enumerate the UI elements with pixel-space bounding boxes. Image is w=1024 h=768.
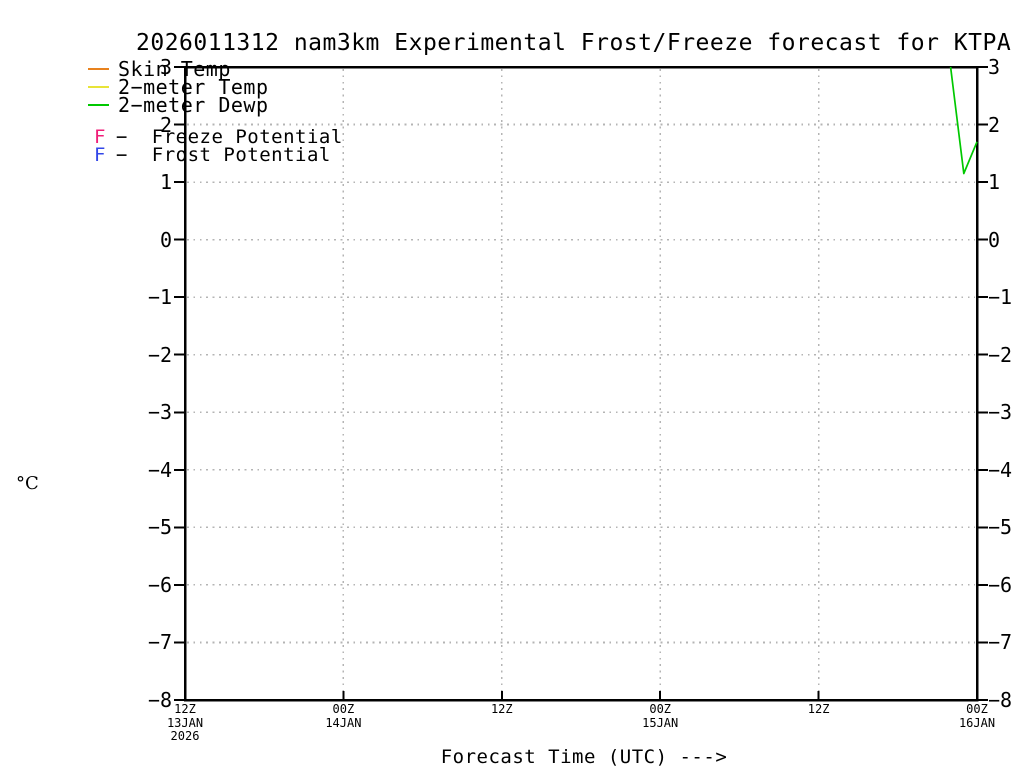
y-tick-label-left: −3 [147, 400, 172, 425]
legend-line-swatch [88, 86, 109, 88]
potential-letter: F [94, 126, 106, 148]
legend-line-series: Skin Temp 2−meter Temp 2−meter Dewp [88, 57, 269, 117]
y-tick-label-left: 3 [159, 55, 172, 79]
x-tick-label-line: 12Z [174, 702, 196, 716]
potential-label: − Freeze Potential [115, 126, 343, 148]
x-axis-title: Forecast Time (UTC) ---> [440, 746, 728, 768]
y-axis-unit-label: °C [16, 473, 39, 494]
y-tick-label-right: 1 [988, 170, 1001, 195]
y-tick-label-left: 2 [159, 112, 172, 137]
legend-line-swatch [88, 104, 109, 106]
legend-item-label: 2−meter Temp [118, 75, 269, 99]
potential-letter: F [94, 144, 106, 166]
y-tick-label-right: −2 [988, 342, 1013, 367]
y-tick-label-left: 1 [159, 170, 172, 195]
legend-potentials: F − Freeze Potential F − Frost Potential [94, 126, 343, 166]
x-tick-label-line: 00Z [649, 702, 672, 716]
y-tick-label-left: −2 [147, 342, 172, 367]
x-tick-label-line: 13JAN [166, 715, 204, 730]
legend-potential-item: F − Frost Potential [94, 144, 343, 166]
legend-item-label: 2−meter Dewp [118, 93, 269, 117]
x-tick-label: 12Z [774, 702, 864, 717]
y-tick-label-right: −7 [988, 630, 1013, 655]
legend-line-swatch [88, 68, 109, 70]
potential-label: − Frost Potential [115, 144, 331, 166]
x-tick-label-line: 00Z [332, 702, 355, 716]
x-tick-label: 00Z 15JAN [615, 702, 705, 730]
legend-item: 2−meter Temp [88, 75, 269, 99]
chart-title: 2026011312 nam3km Experimental Frost/Fre… [136, 30, 1012, 56]
x-tick-label-line: 16JAN [958, 715, 996, 730]
plot-border [183, 65, 979, 702]
x-tick-label-line: 12Z [807, 702, 830, 716]
x-tick-label-line: 15JAN [642, 715, 679, 730]
x-tick-label-line: 2026 [170, 729, 200, 743]
2-meter-dewp-line [949, 66, 978, 175]
y-tick-label-left: −7 [147, 630, 172, 655]
y-tick-label-right: −1 [988, 285, 1013, 310]
y-tick-label-left: −5 [147, 515, 172, 540]
x-tick-label: 12Z 13JAN 2026 [140, 702, 230, 744]
x-tick-label: 00Z 16JAN [932, 702, 1022, 730]
y-tick-label-right: 0 [988, 227, 1001, 252]
x-tick-label-line: 12Z [490, 702, 513, 716]
y-tick-label-right: 2 [988, 112, 1001, 137]
y-tick-label-left: 0 [159, 227, 172, 252]
y-tick-label-right: −6 [988, 572, 1013, 597]
y-tick-label-right: 3 [988, 55, 1001, 79]
x-tick-label: 12Z [457, 702, 547, 717]
x-tick-label-line: 00Z [966, 702, 988, 716]
y-tick-label-left: −4 [147, 457, 172, 482]
x-tick-label: 00Z 14JAN [298, 702, 388, 730]
legend-potential-item: F − Freeze Potential [94, 126, 343, 148]
y-tick-label-right: −5 [988, 515, 1013, 540]
y-tick-label-left: −1 [147, 285, 172, 310]
legend-item: Skin Temp [88, 57, 269, 81]
y-tick-label-left: −6 [147, 572, 172, 597]
legend-item: 2−meter Dewp [88, 93, 269, 117]
y-tick-label-right: −3 [988, 400, 1013, 425]
y-tick-label-left: −8 [147, 688, 172, 712]
legend-item-label: Skin Temp [118, 57, 231, 81]
x-tick-label-line: 14JAN [325, 715, 362, 730]
y-tick-label-right: −4 [988, 457, 1013, 482]
y-tick-label-right: −8 [988, 688, 1013, 712]
